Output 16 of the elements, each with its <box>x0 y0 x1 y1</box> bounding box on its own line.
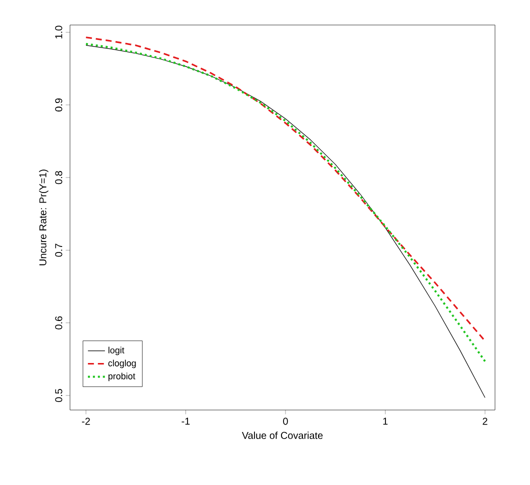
y-tick-label: 1.0 <box>55 26 62 38</box>
y-tick-label: 0.9 <box>55 98 62 112</box>
legend-label: probiot <box>108 372 136 382</box>
legend-label: cloglog <box>108 360 136 368</box>
x-tick-label: 0 <box>283 418 288 425</box>
legend-label: logit <box>108 346 124 356</box>
x-tick-label: -1 <box>182 418 190 425</box>
y-tick-label: 0.8 <box>55 171 62 184</box>
x-tick-label: 2 <box>482 418 488 425</box>
x-axis-title: Value of Covariate <box>242 432 323 439</box>
x-tick-label: 1 <box>383 418 388 425</box>
y-tick-label: 0.7 <box>55 244 62 257</box>
y-tick-label: 0.5 <box>55 388 62 402</box>
x-tick-label: -2 <box>82 418 90 425</box>
y-tick-label: 0.6 <box>55 316 62 330</box>
y-axis-title: Uncure Rate: Pr(Y=1) <box>39 170 48 266</box>
